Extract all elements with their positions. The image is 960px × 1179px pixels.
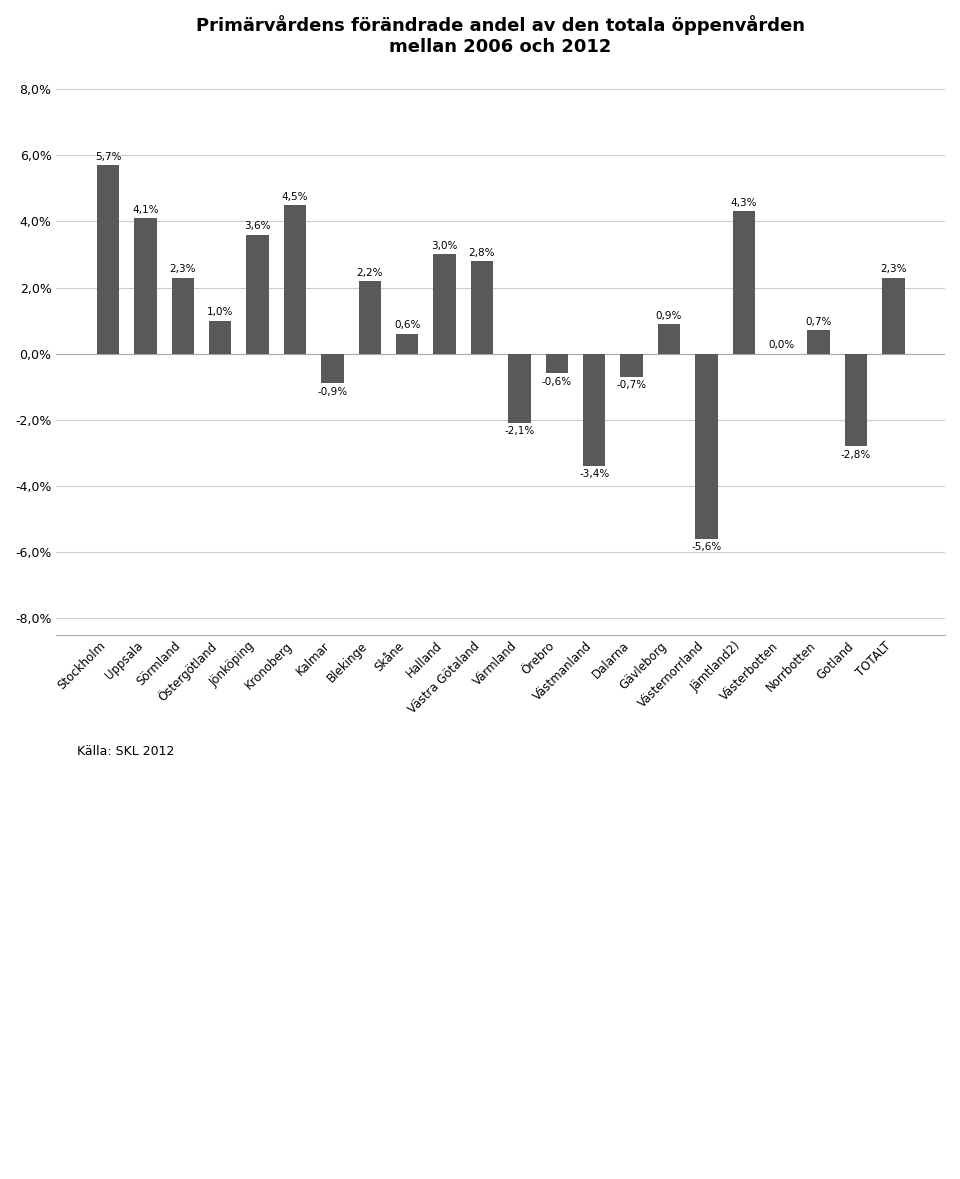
Text: 1,0%: 1,0% [207,308,233,317]
Text: -2,1%: -2,1% [504,427,535,436]
Text: 2,3%: 2,3% [880,264,906,275]
Text: 4,1%: 4,1% [132,205,158,215]
Text: -2,8%: -2,8% [841,449,871,460]
Bar [358,281,381,354]
Bar [807,330,829,354]
Bar [545,354,568,374]
Text: 3,6%: 3,6% [245,222,271,231]
Text: -3,4%: -3,4% [579,469,610,480]
Text: 0,9%: 0,9% [656,310,683,321]
Bar [470,261,493,354]
Text: 2,8%: 2,8% [468,248,495,258]
Bar [97,165,119,354]
Bar [247,235,269,354]
Text: -0,7%: -0,7% [616,380,647,390]
Text: 3,0%: 3,0% [431,242,458,251]
Bar [732,211,755,354]
Bar [172,277,194,354]
Bar [845,354,867,446]
Bar [284,205,306,354]
Bar [658,324,681,354]
Text: 0,0%: 0,0% [768,341,794,350]
Bar [209,321,231,354]
Text: Källa: SKL 2012: Källa: SKL 2012 [77,745,174,758]
Bar [882,277,904,354]
Bar [583,354,606,466]
Bar [508,354,531,423]
Bar [396,334,419,354]
Text: 2,3%: 2,3% [170,264,196,275]
Bar [134,218,156,354]
Title: Primärvårdens förändrade andel av den totala öppenvården
mellan 2006 och 2012: Primärvårdens förändrade andel av den to… [196,15,805,55]
Text: 4,5%: 4,5% [281,191,308,202]
Bar [433,255,456,354]
Text: -0,6%: -0,6% [541,377,572,387]
Text: 0,7%: 0,7% [805,317,831,328]
Bar [620,354,643,377]
Text: -0,9%: -0,9% [318,387,348,396]
Text: -5,6%: -5,6% [691,542,722,552]
Text: 5,7%: 5,7% [95,152,121,162]
Text: 2,2%: 2,2% [356,268,383,277]
Text: 4,3%: 4,3% [731,198,757,209]
Bar [322,354,344,383]
Text: 0,6%: 0,6% [394,321,420,330]
Bar [695,354,718,539]
